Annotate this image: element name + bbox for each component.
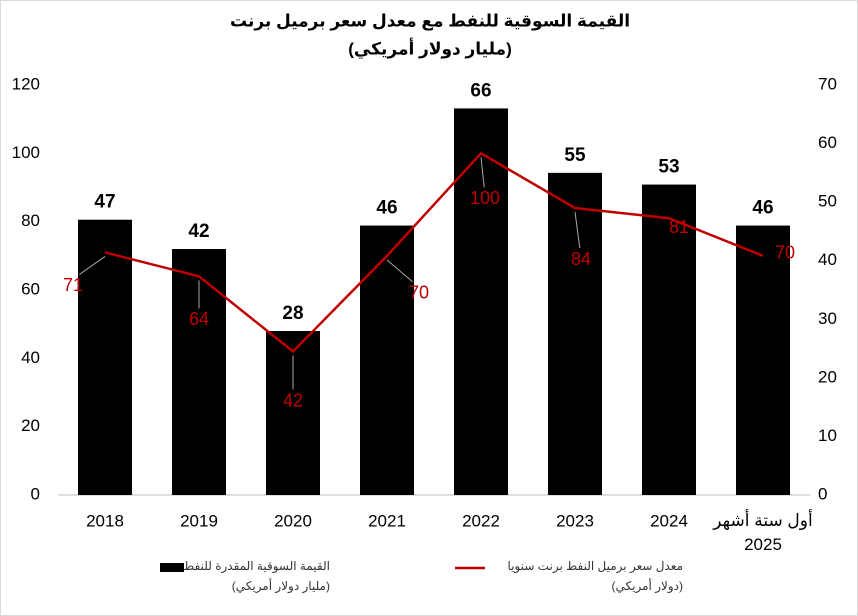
line: [104, 151, 764, 354]
y2-tick-label: 10: [818, 426, 837, 445]
legend-unit: (دولار أمريكي): [612, 578, 683, 594]
y2-tick-label: 0: [818, 484, 827, 503]
y-tick-label: 100: [12, 143, 40, 162]
x-tick-label: 2020: [274, 511, 312, 530]
line-value-label: 70: [775, 243, 795, 263]
leader-line: [79, 256, 106, 275]
chart-subtitle: (مليار دولار أمريكي): [348, 37, 512, 59]
bar-value-label: 53: [658, 157, 679, 178]
bar-value-label: 55: [564, 145, 586, 166]
y-tick-label: 80: [21, 211, 40, 230]
line-value-label: 71: [63, 275, 83, 295]
x-tick-label: 2021: [368, 511, 406, 530]
leader-line: [480, 157, 485, 188]
bar: [78, 219, 132, 495]
line-value-label: 42: [283, 390, 303, 410]
y-tick-label: 60: [21, 279, 40, 298]
y-tick-label: 20: [21, 416, 40, 435]
y2-tick-label: 40: [818, 250, 837, 269]
legend-swatch: [160, 563, 184, 572]
bar: [642, 184, 696, 496]
y2-tick-label: 20: [818, 367, 837, 386]
bar: [454, 108, 508, 495]
bar: [548, 172, 602, 495]
bar-value-label: 66: [470, 80, 491, 101]
y-tick-label: 120: [12, 74, 40, 93]
line-value-label: 81: [669, 217, 689, 237]
leader-line: [574, 211, 581, 249]
bar-value-label: 46: [752, 198, 773, 219]
line-value-label: 84: [571, 249, 591, 269]
y-tick-label: 0: [31, 484, 40, 503]
line-value-label: 100: [470, 188, 500, 208]
x-tick-label: 2022: [462, 511, 500, 530]
legend-label: القيمة السوقية المقدرة للنفط: [183, 559, 330, 574]
y-tick-label: 40: [21, 348, 40, 367]
y2-tick-label: 50: [818, 192, 837, 211]
leader-line: [386, 259, 413, 283]
chart-title: القيمة السوقية للنفط مع معدل سعر برميل ب…: [230, 11, 630, 31]
legend-unit: (مليار دولار أمريكي): [232, 578, 330, 594]
bar-value-label: 47: [94, 192, 115, 213]
x-tick-label: 2023: [556, 511, 594, 530]
y2-tick-label: 70: [818, 74, 837, 93]
bar: [360, 225, 414, 496]
x-tick-label: 2018: [86, 511, 124, 530]
x-tick-label: 2019: [180, 511, 218, 530]
bar-value-label: 42: [188, 221, 209, 242]
line-value-label: 70: [409, 283, 429, 303]
bar: [736, 225, 790, 496]
y2-tick-label: 60: [818, 133, 837, 152]
x-tick-label: 2024: [650, 511, 688, 530]
y2-tick-label: 30: [818, 309, 837, 328]
x-tick-label: أول ستة أشهر 2025: [712, 509, 812, 554]
line-value-label: 64: [189, 309, 209, 329]
bar-value-label: 46: [376, 198, 397, 219]
bar-value-label: 28: [282, 303, 303, 324]
legend-label: معدل سعر برميل النفط برنت سنويا: [508, 559, 684, 574]
